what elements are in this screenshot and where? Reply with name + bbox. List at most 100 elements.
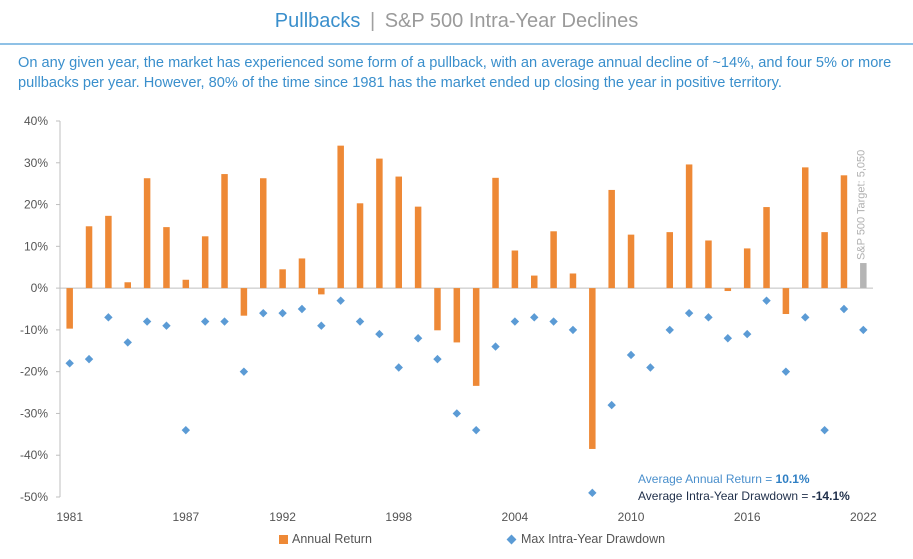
bar-annual-return [705, 240, 712, 289]
bar-annual-return [85, 226, 93, 289]
point-max-drawdown [452, 409, 462, 418]
bar-annual-return [298, 258, 306, 289]
target-bar [860, 263, 867, 289]
x-tick-label: 1998 [385, 510, 412, 524]
point-max-drawdown [839, 304, 849, 314]
avg-drawdown-label: Average Intra-Year Drawdown = [638, 489, 812, 503]
point-max-drawdown [200, 317, 210, 326]
point-max-drawdown [355, 317, 365, 326]
avg-return-value: 10.1% [775, 472, 810, 486]
avg-drawdown-annotation: Average Intra-Year Drawdown = -14.1% [638, 489, 850, 503]
bar-annual-return [627, 234, 635, 289]
x-tick-label: 2016 [734, 510, 761, 524]
avg-return-label: Average Annual Return = [638, 472, 776, 486]
bar-annual-return [666, 232, 673, 289]
bar-annual-return [395, 176, 402, 289]
point-max-drawdown [607, 400, 616, 410]
legend-max-drawdown: Max Intra-Year Drawdown [506, 532, 665, 546]
point-max-drawdown [142, 317, 152, 326]
bar-annual-return [550, 231, 557, 289]
point-max-drawdown [104, 313, 113, 322]
point-max-drawdown [859, 325, 868, 335]
x-tick-label: 1987 [172, 510, 199, 524]
y-tick-label: -20% [20, 365, 48, 379]
bar-annual-return [685, 164, 693, 289]
bar-annual-return [531, 275, 538, 289]
point-max-drawdown [471, 425, 481, 435]
point-max-drawdown [704, 313, 713, 322]
description: On any given year, the market has experi… [18, 55, 892, 91]
point-max-drawdown [665, 325, 674, 335]
y-tick-label: -40% [20, 448, 48, 462]
legend-diamond-swatch [506, 534, 517, 544]
point-max-drawdown [762, 296, 771, 305]
bar-annual-return [569, 273, 577, 289]
bar-annual-return [472, 288, 480, 386]
bar-annual-return [163, 227, 170, 289]
legend: Annual Return Max Intra-Year Drawdown [0, 532, 913, 550]
point-max-drawdown [375, 329, 384, 339]
point-max-drawdown [84, 354, 94, 364]
legend-annual-return-label: Annual Return [292, 532, 372, 546]
point-max-drawdown [684, 308, 694, 318]
bar-annual-return [802, 167, 809, 289]
avg-drawdown-value: -14.1% [811, 489, 850, 503]
point-max-drawdown [742, 329, 752, 339]
y-tick-label: 30% [24, 156, 48, 170]
target-label: S&P 500 Target: 5,050 [855, 150, 867, 260]
bar-annual-return [356, 203, 364, 289]
x-tick-label: 2004 [502, 510, 529, 524]
chart-title: Pullbacks | S&P 500 Intra-Year Declines [0, 0, 913, 42]
bar-annual-return [279, 269, 286, 289]
point-max-drawdown [413, 334, 423, 343]
point-max-drawdown [162, 321, 171, 330]
point-max-drawdown [336, 296, 345, 305]
point-max-drawdown [317, 321, 326, 330]
bar-annual-return [240, 288, 248, 316]
bar-annual-return [763, 207, 770, 289]
point-max-drawdown [723, 334, 733, 343]
point-max-drawdown [297, 304, 307, 314]
bar-annual-return [124, 282, 131, 289]
point-max-drawdown [65, 359, 74, 368]
x-tick-label: 2010 [618, 510, 645, 524]
point-max-drawdown [123, 338, 132, 347]
point-max-drawdown [433, 354, 442, 364]
point-max-drawdown [588, 488, 597, 498]
point-max-drawdown [530, 313, 539, 322]
y-tick-label: -10% [20, 323, 48, 337]
y-tick-label: 20% [24, 198, 48, 212]
bar-annual-return [608, 189, 615, 289]
point-max-drawdown [278, 308, 287, 318]
point-max-drawdown [549, 317, 558, 326]
title-separator: | [369, 10, 376, 32]
point-max-drawdown [781, 367, 791, 376]
bar-annual-return [782, 288, 790, 315]
y-tick-label: 40% [24, 114, 48, 128]
point-max-drawdown [568, 325, 578, 335]
y-tick-label: -50% [20, 490, 48, 504]
bar-annual-return [453, 288, 461, 343]
point-max-drawdown [491, 342, 500, 351]
bar-annual-return [260, 178, 267, 289]
point-max-drawdown [220, 317, 229, 326]
x-tick-label: 1981 [56, 510, 83, 524]
avg-return-annotation: Average Annual Return = 10.1% [638, 472, 810, 486]
point-max-drawdown [259, 308, 268, 318]
legend-annual-return: Annual Return [279, 532, 372, 546]
y-tick-label: 10% [24, 239, 48, 253]
bar-annual-return [143, 178, 151, 289]
point-max-drawdown [510, 317, 520, 326]
bar-annual-return [337, 145, 344, 289]
bar-annual-return [589, 288, 596, 449]
bar-annual-return [492, 177, 499, 289]
title-rule [0, 43, 913, 45]
legend-bar-swatch [279, 534, 288, 544]
y-tick-label: -30% [20, 406, 48, 420]
bar-annual-return [376, 158, 383, 289]
x-tick-label: 1992 [269, 510, 296, 524]
bar-annual-return [414, 206, 422, 289]
point-max-drawdown [820, 425, 829, 435]
bar-annual-return [511, 250, 519, 289]
bar-annual-return [434, 288, 441, 331]
